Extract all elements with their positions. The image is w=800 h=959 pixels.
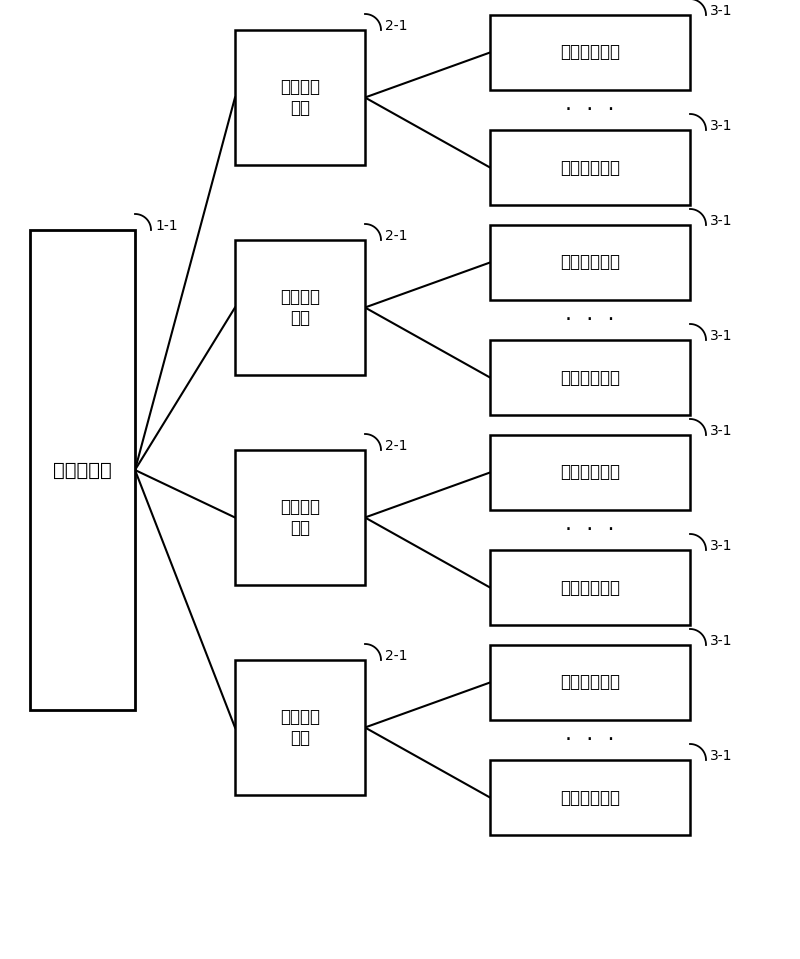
Bar	[490, 130, 690, 205]
Text: 下行主单元: 下行主单元	[53, 460, 112, 480]
Bar	[490, 645, 690, 720]
Text: 3-1: 3-1	[710, 539, 733, 553]
Bar	[490, 225, 690, 300]
Bar	[235, 660, 365, 795]
Text: ·  ·  ·: · · ·	[566, 100, 614, 120]
Text: ·  ·  ·: · · ·	[566, 520, 614, 540]
Text: 3-1: 3-1	[710, 329, 733, 343]
Text: 下行远端单元: 下行远端单元	[560, 158, 620, 176]
Bar	[490, 435, 690, 510]
Text: 下行扩展
单元: 下行扩展 单元	[280, 498, 320, 537]
Text: 下行远端单元: 下行远端单元	[560, 578, 620, 596]
Text: 2-1: 2-1	[385, 439, 407, 453]
Text: 1-1: 1-1	[155, 219, 178, 233]
Text: 下行远端单元: 下行远端单元	[560, 788, 620, 807]
Text: 下行远端单元: 下行远端单元	[560, 368, 620, 386]
Text: ·  ·  ·: · · ·	[566, 310, 614, 330]
Text: 2-1: 2-1	[385, 19, 407, 33]
Text: 下行远端单元: 下行远端单元	[560, 43, 620, 61]
Text: 3-1: 3-1	[710, 749, 733, 763]
Bar	[490, 760, 690, 835]
Text: ·  ·  ·: · · ·	[566, 730, 614, 750]
Bar	[490, 15, 690, 90]
Text: 2-1: 2-1	[385, 229, 407, 243]
Bar	[235, 450, 365, 585]
Bar	[490, 550, 690, 625]
Bar	[235, 240, 365, 375]
Text: 下行远端单元: 下行远端单元	[560, 463, 620, 481]
Bar	[490, 340, 690, 415]
Bar	[235, 30, 365, 165]
Text: 3-1: 3-1	[710, 4, 733, 18]
Text: 下行扩展
单元: 下行扩展 单元	[280, 288, 320, 327]
Text: 下行扩展
单元: 下行扩展 单元	[280, 708, 320, 747]
Text: 3-1: 3-1	[710, 634, 733, 648]
Text: 下行远端单元: 下行远端单元	[560, 253, 620, 271]
Text: 2-1: 2-1	[385, 649, 407, 663]
Text: 3-1: 3-1	[710, 214, 733, 228]
Text: 下行远端单元: 下行远端单元	[560, 673, 620, 691]
Text: 下行扩展
单元: 下行扩展 单元	[280, 78, 320, 117]
Text: 3-1: 3-1	[710, 119, 733, 133]
Text: 3-1: 3-1	[710, 424, 733, 438]
Bar	[30, 230, 135, 710]
